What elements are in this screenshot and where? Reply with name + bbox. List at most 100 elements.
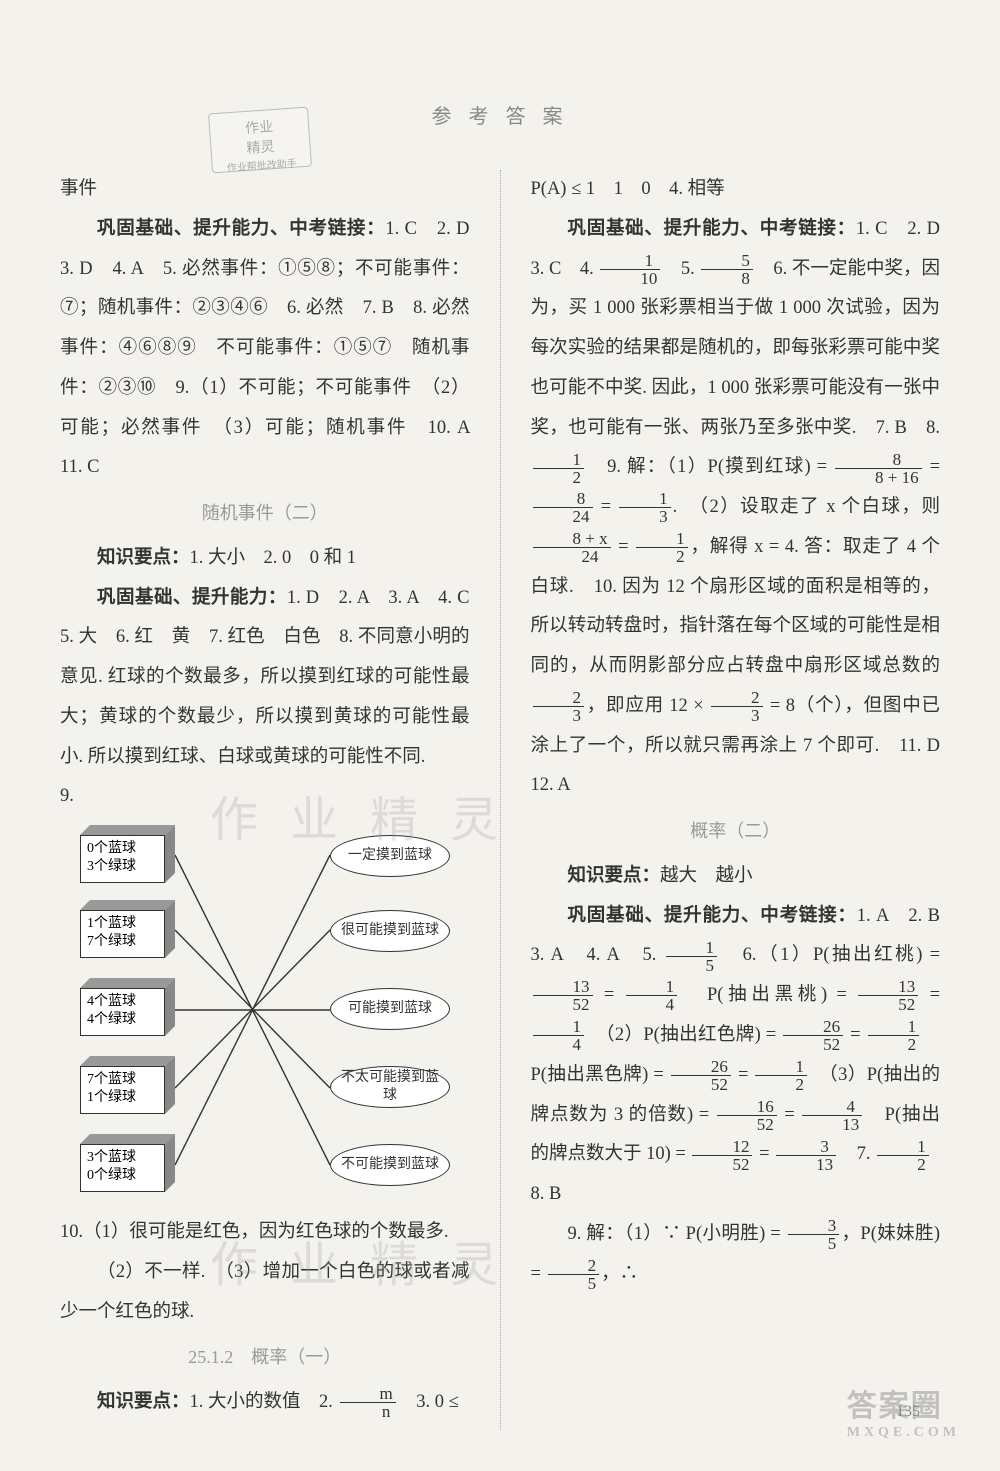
t: 3个绿球 — [87, 859, 136, 874]
label: 知识要点： — [97, 1392, 190, 1412]
f: 25 — [548, 1257, 600, 1292]
bubble-4: 不太可能摸到蓝球 — [330, 1066, 450, 1108]
t: = — [733, 1065, 754, 1085]
t: 4个蓝球 — [87, 994, 136, 1009]
d: 3 — [711, 707, 763, 724]
f: 12 — [877, 1138, 929, 1173]
box-3: 4个蓝球 4个绿球 — [80, 988, 165, 1036]
t: 4个绿球 — [87, 1012, 136, 1027]
n: 1 — [755, 1058, 807, 1076]
t: 1个绿球 — [87, 1090, 136, 1105]
n: 4 — [802, 1098, 862, 1116]
r-sec-title: 概率（二） — [531, 812, 941, 851]
t: （2）P(抽出红色牌) = — [586, 1025, 781, 1045]
n: 1 — [533, 451, 585, 469]
n: 1 — [666, 939, 718, 957]
bubble-2: 很可能摸到蓝球 — [330, 910, 450, 952]
f: 15 — [666, 939, 718, 974]
d: 13 — [776, 1156, 836, 1173]
n: 2 — [548, 1257, 600, 1275]
n: 8 + x — [533, 530, 611, 548]
f: 88 + 16 — [835, 451, 922, 486]
site-logo: 答案圈 MXQE.COM — [847, 1381, 960, 1441]
n: 1 — [619, 490, 671, 508]
t: 9. 解：（1）P(摸到红球) = — [586, 457, 833, 477]
t: 越大 越小 — [660, 866, 753, 886]
logo-sub: MXQE.COM — [847, 1425, 960, 1441]
t: = — [924, 457, 940, 477]
r-p1: P(A) ≤ 1 1 0 4. 相等 — [531, 170, 941, 210]
sec3-kp: 知识要点：1. 大小的数值 2. mn 3. 0 ≤ — [60, 1383, 470, 1423]
d: 3 — [533, 707, 585, 724]
d: 5 — [788, 1235, 840, 1252]
d: 2 — [868, 1036, 920, 1053]
d: 8 — [701, 270, 753, 287]
logo-text: 答案圈 — [847, 1390, 943, 1423]
f: 14 — [626, 978, 678, 1013]
n: 1 — [868, 1018, 920, 1036]
box-4: 7个蓝球 1个绿球 — [80, 1066, 165, 1114]
n: 1 — [600, 252, 660, 270]
label: 巩固基础、提升能力、中考链接： — [97, 219, 385, 239]
d: 2 — [636, 548, 688, 565]
f: 1252 — [692, 1138, 752, 1173]
f: 1352 — [533, 978, 593, 1013]
n: 1 — [626, 978, 678, 996]
text: 1. 大小 2. 0 0 和 1 — [190, 548, 357, 568]
t: = — [595, 497, 618, 517]
sec3-title: 25.1.2 概率（一） — [60, 1338, 470, 1377]
r-gq: 巩固基础、提升能力、中考链接：1. C 2. D 3. C 4. 110 5. … — [531, 210, 941, 806]
d: 52 — [858, 996, 918, 1013]
f: 12 — [533, 451, 585, 486]
box-5: 3个蓝球 0个绿球 — [80, 1144, 165, 1192]
f: 313 — [776, 1138, 836, 1173]
sec2-kp: 知识要点：1. 大小 2. 0 0 和 1 — [60, 539, 470, 579]
t: 7个绿球 — [87, 934, 136, 949]
watermark-1: 作 业 精 灵 — [210, 780, 508, 850]
d: 4 — [533, 1036, 585, 1053]
t: = — [779, 1105, 801, 1125]
frac-mn: mn — [340, 1385, 396, 1420]
f: 23 — [533, 689, 585, 724]
f: 1652 — [717, 1098, 777, 1133]
t: 9. 解：（1）∵ P(小明胜) = — [568, 1224, 786, 1244]
n: 8 — [533, 490, 593, 508]
t: 5. — [662, 259, 699, 279]
page: 参 考 答 案 作业 精灵 作业帮批改助手 事件 巩固基础、提升能力、中考链接：… — [0, 0, 1000, 1471]
t: 6.（1）P(抽出红桃) = — [719, 945, 940, 965]
d: 2 — [533, 469, 585, 486]
n: m — [340, 1385, 396, 1403]
bubble-3: 可能摸到蓝球 — [330, 988, 450, 1030]
d: 52 — [783, 1036, 843, 1053]
t: ，∴ — [601, 1264, 638, 1284]
text: 1. C 2. D 3. D 4. A 5. 必然事件：①⑤⑧；不可能事件：⑦；… — [60, 219, 488, 478]
r-gq2: 巩固基础、提升能力、中考链接：1. A 2. B 3. A 4. A 5. 15… — [531, 897, 941, 1215]
d: 13 — [802, 1116, 862, 1133]
label: 巩固基础、提升能力、中考链接： — [568, 219, 856, 239]
sec2-title: 随机事件（二） — [60, 494, 470, 533]
t: 7个蓝球 — [87, 1072, 136, 1087]
n: 12 — [692, 1138, 752, 1156]
d: 3 — [619, 508, 671, 525]
t: 7. — [838, 1144, 875, 1164]
t: 0个绿球 — [87, 1168, 136, 1183]
t: 1. 大小的数值 2. — [190, 1392, 338, 1412]
t: 1个蓝球 — [87, 916, 136, 931]
f: 2652 — [671, 1058, 731, 1093]
f: 35 — [788, 1217, 840, 1252]
f: 1352 — [858, 978, 918, 1013]
f: 14 — [533, 1018, 585, 1053]
box-2: 1个蓝球 7个绿球 — [80, 910, 165, 958]
n: 26 — [783, 1018, 843, 1036]
f: 413 — [802, 1098, 862, 1133]
n: 3 — [788, 1217, 840, 1235]
f: 23 — [711, 689, 763, 724]
n: 1 — [636, 530, 688, 548]
d: 52 — [533, 996, 593, 1013]
n: 2 — [711, 689, 763, 707]
left-p1: 事件 — [60, 170, 470, 210]
d: 4 — [626, 996, 678, 1013]
t: 0个蓝球 — [87, 841, 136, 856]
f: 58 — [701, 252, 753, 287]
t: 3个蓝球 — [87, 1150, 136, 1165]
